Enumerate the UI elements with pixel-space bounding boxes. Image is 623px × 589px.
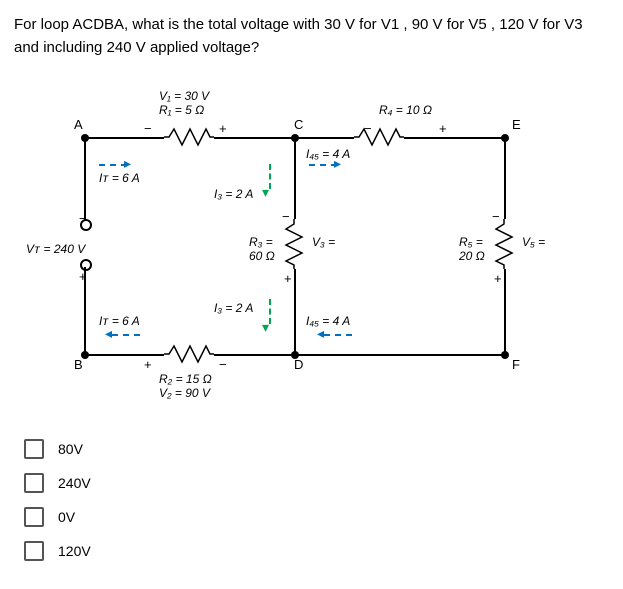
question-text: For loop ACDBA, what is the total voltag… [14, 14, 609, 59]
minus-r1: − [144, 121, 152, 136]
i3-top: I₃ = 2 A [214, 187, 253, 201]
plus-r2: + [144, 357, 152, 372]
choice-label-1: 240V [58, 475, 91, 491]
r5-label: R₅ = [459, 235, 483, 249]
r5-val: 20 Ω [459, 249, 485, 263]
node-a: A [74, 117, 83, 132]
vt-label: Vᴛ = 240 V [26, 242, 85, 256]
choice-checkbox-1[interactable] [24, 473, 44, 493]
v1-label: V₁ = 30 V [159, 89, 209, 103]
i45-bot: I₄₅ = 4 A [306, 314, 350, 328]
plus-r3: + [284, 271, 292, 286]
plus-r4: + [439, 121, 447, 136]
choice-checkbox-0[interactable] [24, 439, 44, 459]
node-c: C [294, 117, 303, 132]
node-b: B [74, 357, 83, 372]
r3-label: R₃ = [249, 235, 273, 249]
choice-label-0: 80V [58, 441, 83, 457]
v2-label: V₂ = 90 V [159, 386, 210, 400]
r2-label: R₂ = 15 Ω [159, 372, 212, 386]
choice-checkbox-2[interactable] [24, 507, 44, 527]
choice-label-3: 120V [58, 543, 91, 559]
plus-r5: + [494, 271, 502, 286]
it-bot: Iᴛ = 6 A [99, 314, 140, 328]
i3-bot: I₃ = 2 A [214, 301, 253, 315]
minus-vt: − [79, 211, 87, 226]
node-d: D [294, 357, 303, 372]
minus-r2: − [219, 357, 227, 372]
r4-label: R₄ = 10 Ω [379, 103, 432, 117]
circuit-diagram: V₁ = 30 V R₁ = 5 Ω R₄ = 10 Ω − + − + A C… [44, 89, 564, 419]
v3-label: V₃ = [312, 235, 335, 249]
choice-checkbox-3[interactable] [24, 541, 44, 561]
node-e: E [512, 117, 521, 132]
i45-top: I₄₅ = 4 A [306, 147, 350, 161]
node-f: F [512, 357, 520, 372]
choice-label-2: 0V [58, 509, 75, 525]
r3-val: 60 Ω [249, 249, 275, 263]
answer-choices: 80V 240V 0V 120V [24, 439, 609, 561]
v5-label: V₅ = [522, 235, 545, 249]
it-top: Iᴛ = 6 A [99, 171, 140, 185]
plus-r1: + [219, 121, 227, 136]
r1-label: R₁ = 5 Ω [159, 103, 204, 117]
